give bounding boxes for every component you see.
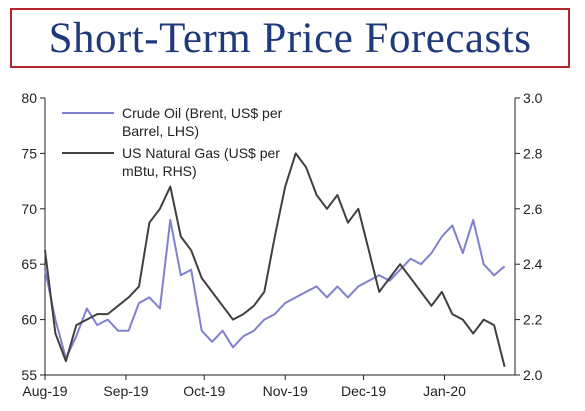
left-axis-tick-label: 65 (21, 256, 37, 272)
x-axis-tick-label: Nov-19 (263, 383, 308, 399)
crude-oil-series-line (44, 218, 506, 360)
legend-label-crude-oil: Barrel, LHS) (122, 123, 199, 139)
chart-title: Short-Term Price Forecasts (48, 14, 532, 62)
x-axis-tick-label: Oct-19 (183, 383, 225, 399)
left-axis-tick-label: 55 (21, 367, 37, 383)
left-axis-tick-label: 75 (21, 145, 37, 161)
right-axis-tick-label: 2.2 (523, 312, 543, 328)
left-axis-tick-label: 60 (21, 312, 37, 328)
natural-gas-series-line (44, 152, 506, 367)
legend-label-natural-gas: mBtu, RHS) (122, 163, 197, 179)
right-axis-tick-label: 2.0 (523, 367, 543, 383)
right-axis-tick-label: 2.6 (523, 201, 543, 217)
left-axis-tick-label: 70 (21, 201, 37, 217)
right-axis-tick-label: 2.4 (523, 256, 543, 272)
legend-label-natural-gas: US Natural Gas (US$ per (122, 145, 280, 161)
x-axis-tick-label: Sep-19 (103, 383, 148, 399)
x-axis-tick-label: Dec-19 (341, 383, 386, 399)
x-axis-tick-label: Jan-20 (423, 383, 466, 399)
right-axis-tick-label: 2.8 (523, 145, 543, 161)
left-axis-tick-label: 80 (21, 90, 37, 106)
chart-title-box: Short-Term Price Forecasts (10, 8, 570, 68)
right-axis-tick-label: 3.0 (523, 90, 543, 106)
x-axis-tick-label: Aug-19 (22, 383, 67, 399)
legend-label-crude-oil: Crude Oil (Brent, US$ per (122, 105, 283, 121)
